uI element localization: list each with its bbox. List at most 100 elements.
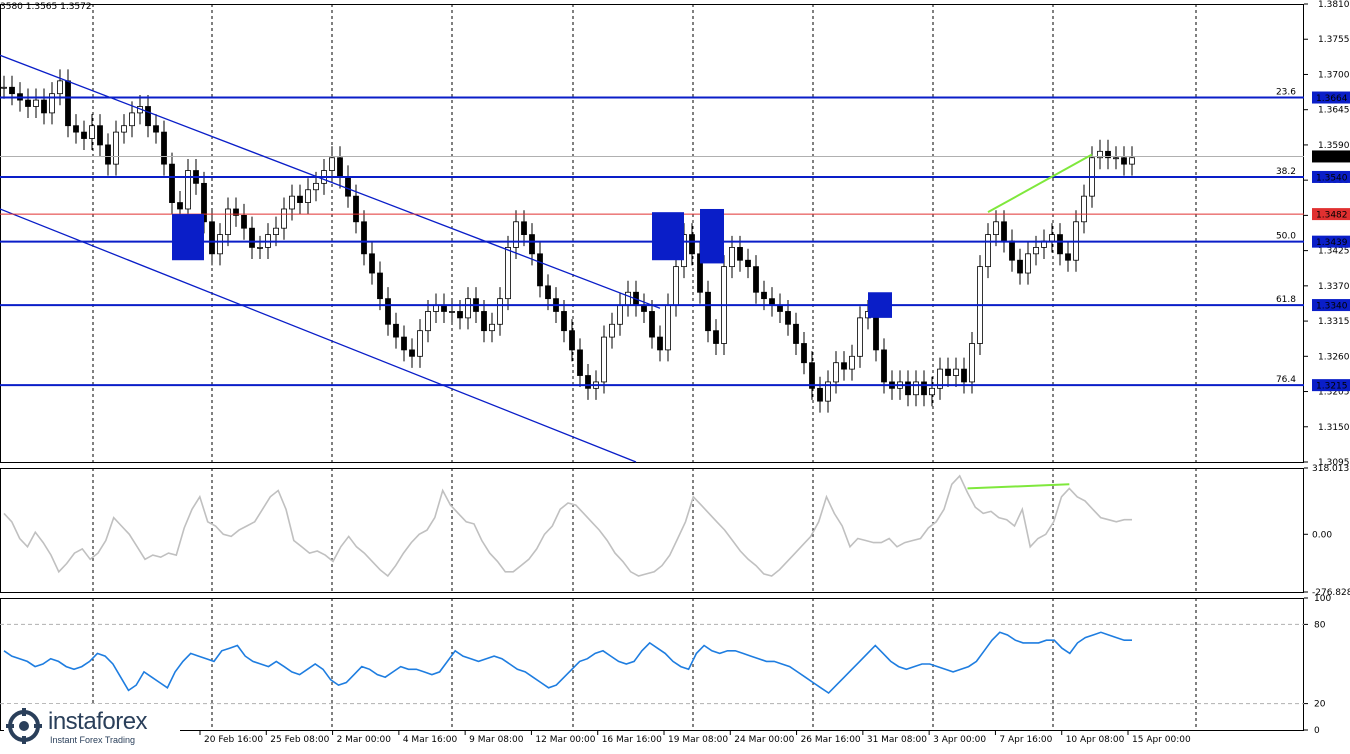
candle-body <box>1 86 7 89</box>
candle-body <box>457 311 463 319</box>
candle-body <box>97 125 103 146</box>
fib-price-tag <box>1312 379 1350 392</box>
fib-price-tag <box>1312 299 1350 312</box>
candle-body <box>81 131 87 139</box>
candle-body <box>609 323 615 338</box>
candle-body <box>985 234 991 268</box>
candle-body <box>753 266 759 293</box>
candle-body <box>937 368 943 389</box>
fib-price-tag <box>1312 91 1350 104</box>
y-tick-label: 1.3810 <box>1318 0 1350 10</box>
y-tick-label: 1.3370 <box>1318 282 1350 292</box>
candle-body <box>513 221 519 248</box>
candle-body <box>529 234 535 255</box>
fib-price-label: 1.3340 <box>1316 302 1348 312</box>
x-tick-label: 16 Mar 16:00 <box>602 735 662 745</box>
candle-body <box>785 311 791 325</box>
x-tick-label: 19 Mar 08:00 <box>668 735 728 745</box>
candle-body <box>49 93 55 114</box>
candle-body <box>761 291 767 300</box>
candle-body <box>33 99 39 107</box>
candle-body <box>745 259 751 268</box>
cci-y-tick-label: 0.00 <box>1312 530 1332 540</box>
candle-body <box>1057 234 1063 255</box>
resistance-price-tag <box>1312 208 1350 221</box>
panel-frame-cci <box>0 468 1304 593</box>
candle-body <box>369 253 375 274</box>
y-tick-label: 1.3425 <box>1318 247 1350 257</box>
candle-body <box>617 304 623 325</box>
resistance-price-label: 1.3482 <box>1316 211 1348 221</box>
candle-body <box>713 330 719 344</box>
y-tick-label: 1.3700 <box>1318 70 1350 80</box>
x-tick-label: 20 Feb 16:00 <box>204 735 263 745</box>
x-tick-label: 7 Apr 16:00 <box>999 735 1052 745</box>
candle-body <box>649 311 655 338</box>
candle-body <box>833 362 839 383</box>
trend-line-upper <box>0 54 661 309</box>
candle-body <box>705 291 711 332</box>
x-tick-label: 4 Mar 16:00 <box>403 735 458 745</box>
x-tick-label: 31 Mar 08:00 <box>867 735 927 745</box>
candle-body <box>1001 221 1007 242</box>
x-tick-label: 24 Mar 00:00 <box>734 735 794 745</box>
candle-body <box>1065 253 1071 261</box>
candle-body <box>1025 253 1031 274</box>
y-tick-label: 1.3755 <box>1318 35 1350 45</box>
x-tick-label: 3 Apr 00:00 <box>933 735 986 745</box>
panel-frame-price <box>0 4 1304 463</box>
fib-price-label: 1.3540 <box>1316 173 1348 183</box>
instaforex-logo-icon <box>6 708 42 744</box>
candle-body <box>297 195 303 203</box>
rsi-y-tick-label: 0 <box>1314 726 1320 736</box>
candle-body <box>1129 157 1135 165</box>
candle-body <box>905 381 911 396</box>
divergence-line-cci <box>967 483 1070 490</box>
candle-body <box>345 176 351 197</box>
candle-body <box>537 253 543 287</box>
candle-body <box>545 285 551 300</box>
candle-body <box>353 195 359 223</box>
candle-body <box>961 368 967 383</box>
cci-line <box>3 474 1132 578</box>
candle-body <box>273 227 279 236</box>
candle-body <box>857 317 863 357</box>
fib-price-tag <box>1312 170 1350 183</box>
broker-logo: instaforex Instant Forex Trading <box>4 704 180 748</box>
candle-body <box>921 381 927 396</box>
candle-body <box>825 381 831 402</box>
y-tick-label: 1.3095 <box>1318 458 1350 468</box>
candle-body <box>337 157 343 178</box>
candle-body <box>161 131 167 165</box>
candle-body <box>113 131 119 165</box>
candle-body <box>577 349 583 376</box>
x-tick-label: 26 Mar 16:00 <box>801 735 861 745</box>
candle-body <box>489 323 495 332</box>
y-tick-label: 1.3645 <box>1318 106 1350 116</box>
x-tick-label: 9 Mar 08:00 <box>469 735 524 745</box>
signal-highlight-box <box>652 212 684 261</box>
candle-body <box>497 298 503 325</box>
candle-body <box>305 189 311 203</box>
fib-price-tag <box>1312 235 1350 248</box>
candle-body <box>969 343 975 383</box>
candle-body <box>953 368 959 376</box>
candle-body <box>217 234 223 255</box>
candle-body <box>793 323 799 344</box>
fib-price-label: 1.3215 <box>1316 382 1348 392</box>
candle-body <box>1097 150 1103 159</box>
candle-body <box>105 144 111 165</box>
divergence-line-price <box>987 153 1093 214</box>
candle-body <box>505 247 511 300</box>
candle-body <box>233 208 239 216</box>
candle-body <box>1017 259 1023 274</box>
candle-body <box>449 311 455 313</box>
candle-body <box>169 163 175 203</box>
candle-body <box>417 330 423 357</box>
candle-body <box>601 336 607 383</box>
candle-body <box>849 355 855 370</box>
candle-body <box>1121 157 1127 165</box>
candle-body <box>801 343 807 364</box>
